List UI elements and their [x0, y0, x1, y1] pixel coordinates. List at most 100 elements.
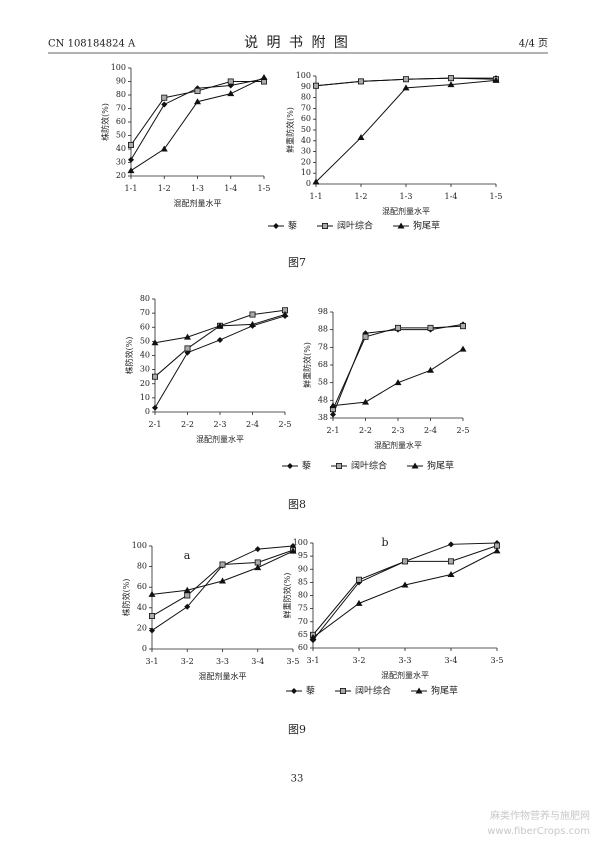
marker	[402, 84, 410, 91]
marker	[312, 82, 319, 89]
marker	[227, 90, 235, 97]
marker	[281, 311, 289, 318]
watermark: 麻类作物营养与施肥网	[490, 809, 590, 822]
x-tick-label: 2-4	[424, 426, 437, 435]
y-tick-label: 48	[318, 395, 328, 404]
y-tick-label: 90	[301, 82, 311, 91]
marker	[254, 546, 261, 553]
marker	[493, 547, 501, 554]
watermark: www.fiberCrops.com	[487, 826, 590, 837]
x-tick-label: 2-4	[246, 420, 259, 429]
y-axis-title: 鲜重防效(%)	[285, 107, 295, 153]
y-tick-label: 80	[116, 90, 126, 99]
x-tick-label: 1-2	[158, 184, 171, 193]
marker	[357, 134, 365, 141]
x-axis-title: 混配剂量水平	[381, 670, 429, 680]
marker	[362, 398, 369, 405]
series-line	[332, 348, 464, 407]
marker	[336, 462, 343, 469]
x-tick-label: 2-2	[181, 420, 194, 429]
marker	[273, 223, 279, 229]
marker	[340, 688, 347, 695]
marker	[459, 323, 466, 330]
x-tick-label: 1-3	[400, 192, 413, 201]
marker	[447, 558, 454, 565]
y-tick-label: 20	[137, 623, 147, 632]
y-tick-label: 88	[318, 325, 328, 334]
x-tick-label: 1-3	[191, 184, 204, 193]
marker	[219, 577, 226, 584]
marker	[194, 87, 201, 94]
marker	[184, 592, 191, 599]
marker	[249, 320, 256, 327]
page-count: 4/4 页	[519, 38, 548, 50]
x-tick-label: 3-5	[491, 656, 504, 665]
annotation: b	[381, 536, 388, 549]
y-tick-label: 65	[298, 630, 308, 639]
x-tick-label: 3-1	[307, 656, 320, 665]
marker	[128, 156, 134, 163]
marker	[448, 541, 454, 548]
y-tick-label: 70	[116, 104, 126, 113]
marker	[161, 94, 168, 101]
marker	[447, 571, 455, 577]
marker	[397, 222, 405, 229]
marker	[249, 311, 256, 318]
y-tick-label: 70	[301, 103, 311, 112]
marker	[148, 613, 155, 620]
x-tick-label: 1-4	[445, 192, 458, 201]
y-tick-label: 98	[318, 307, 328, 316]
marker	[148, 590, 156, 597]
marker	[152, 404, 158, 411]
x-tick-label: 3-4	[445, 656, 458, 665]
marker	[149, 627, 155, 634]
y-tick-label: 30	[116, 158, 126, 167]
legend-label: 藜	[306, 685, 315, 697]
marker	[401, 558, 408, 565]
marker	[217, 336, 223, 343]
x-tick-label: 2-2	[359, 426, 372, 435]
x-tick-label: 2-5	[279, 420, 292, 429]
y-tick-label: 60	[116, 117, 126, 126]
marker	[492, 76, 500, 83]
marker	[184, 345, 191, 352]
x-tick-label: 3-4	[251, 657, 264, 666]
marker	[127, 141, 134, 148]
y-tick-label: 100	[293, 538, 308, 547]
y-tick-label: 60	[137, 582, 147, 591]
legend-label: 阔叶综合	[337, 220, 373, 232]
y-tick-label: 10	[140, 393, 150, 402]
y-tick-label: 20	[140, 379, 150, 388]
series-line	[332, 323, 464, 415]
y-tick-label: 60	[301, 114, 311, 123]
y-tick-label: 95	[298, 551, 308, 560]
y-tick-label: 40	[137, 603, 147, 612]
page-number: 33	[291, 774, 304, 785]
marker	[415, 687, 423, 694]
y-tick-label: 20	[301, 157, 311, 166]
y-axis-title: 株防效(%)	[100, 103, 110, 141]
marker	[447, 81, 455, 88]
y-axis-title: 株防效(%)	[121, 579, 131, 617]
x-tick-label: 1-5	[258, 184, 271, 193]
x-tick-label: 2-3	[392, 426, 405, 435]
marker	[183, 586, 191, 593]
marker	[260, 73, 268, 80]
marker	[289, 547, 297, 554]
y-tick-label: 75	[298, 604, 308, 613]
marker	[184, 603, 191, 610]
series-line	[151, 545, 294, 631]
marker	[194, 98, 201, 105]
y-tick-label: 78	[318, 342, 328, 351]
page-title: 说 明 书 附 图	[244, 35, 350, 51]
y-tick-label: 80	[301, 93, 311, 102]
x-axis-title: 混配剂量水平	[382, 206, 430, 216]
x-tick-label: 1-1	[310, 192, 323, 201]
y-tick-label: 58	[318, 378, 328, 387]
y-tick-label: 100	[111, 63, 126, 72]
legend-label: 狗尾草	[427, 460, 454, 472]
marker	[227, 78, 234, 85]
marker	[427, 366, 434, 373]
y-tick-label: 38	[318, 413, 328, 422]
